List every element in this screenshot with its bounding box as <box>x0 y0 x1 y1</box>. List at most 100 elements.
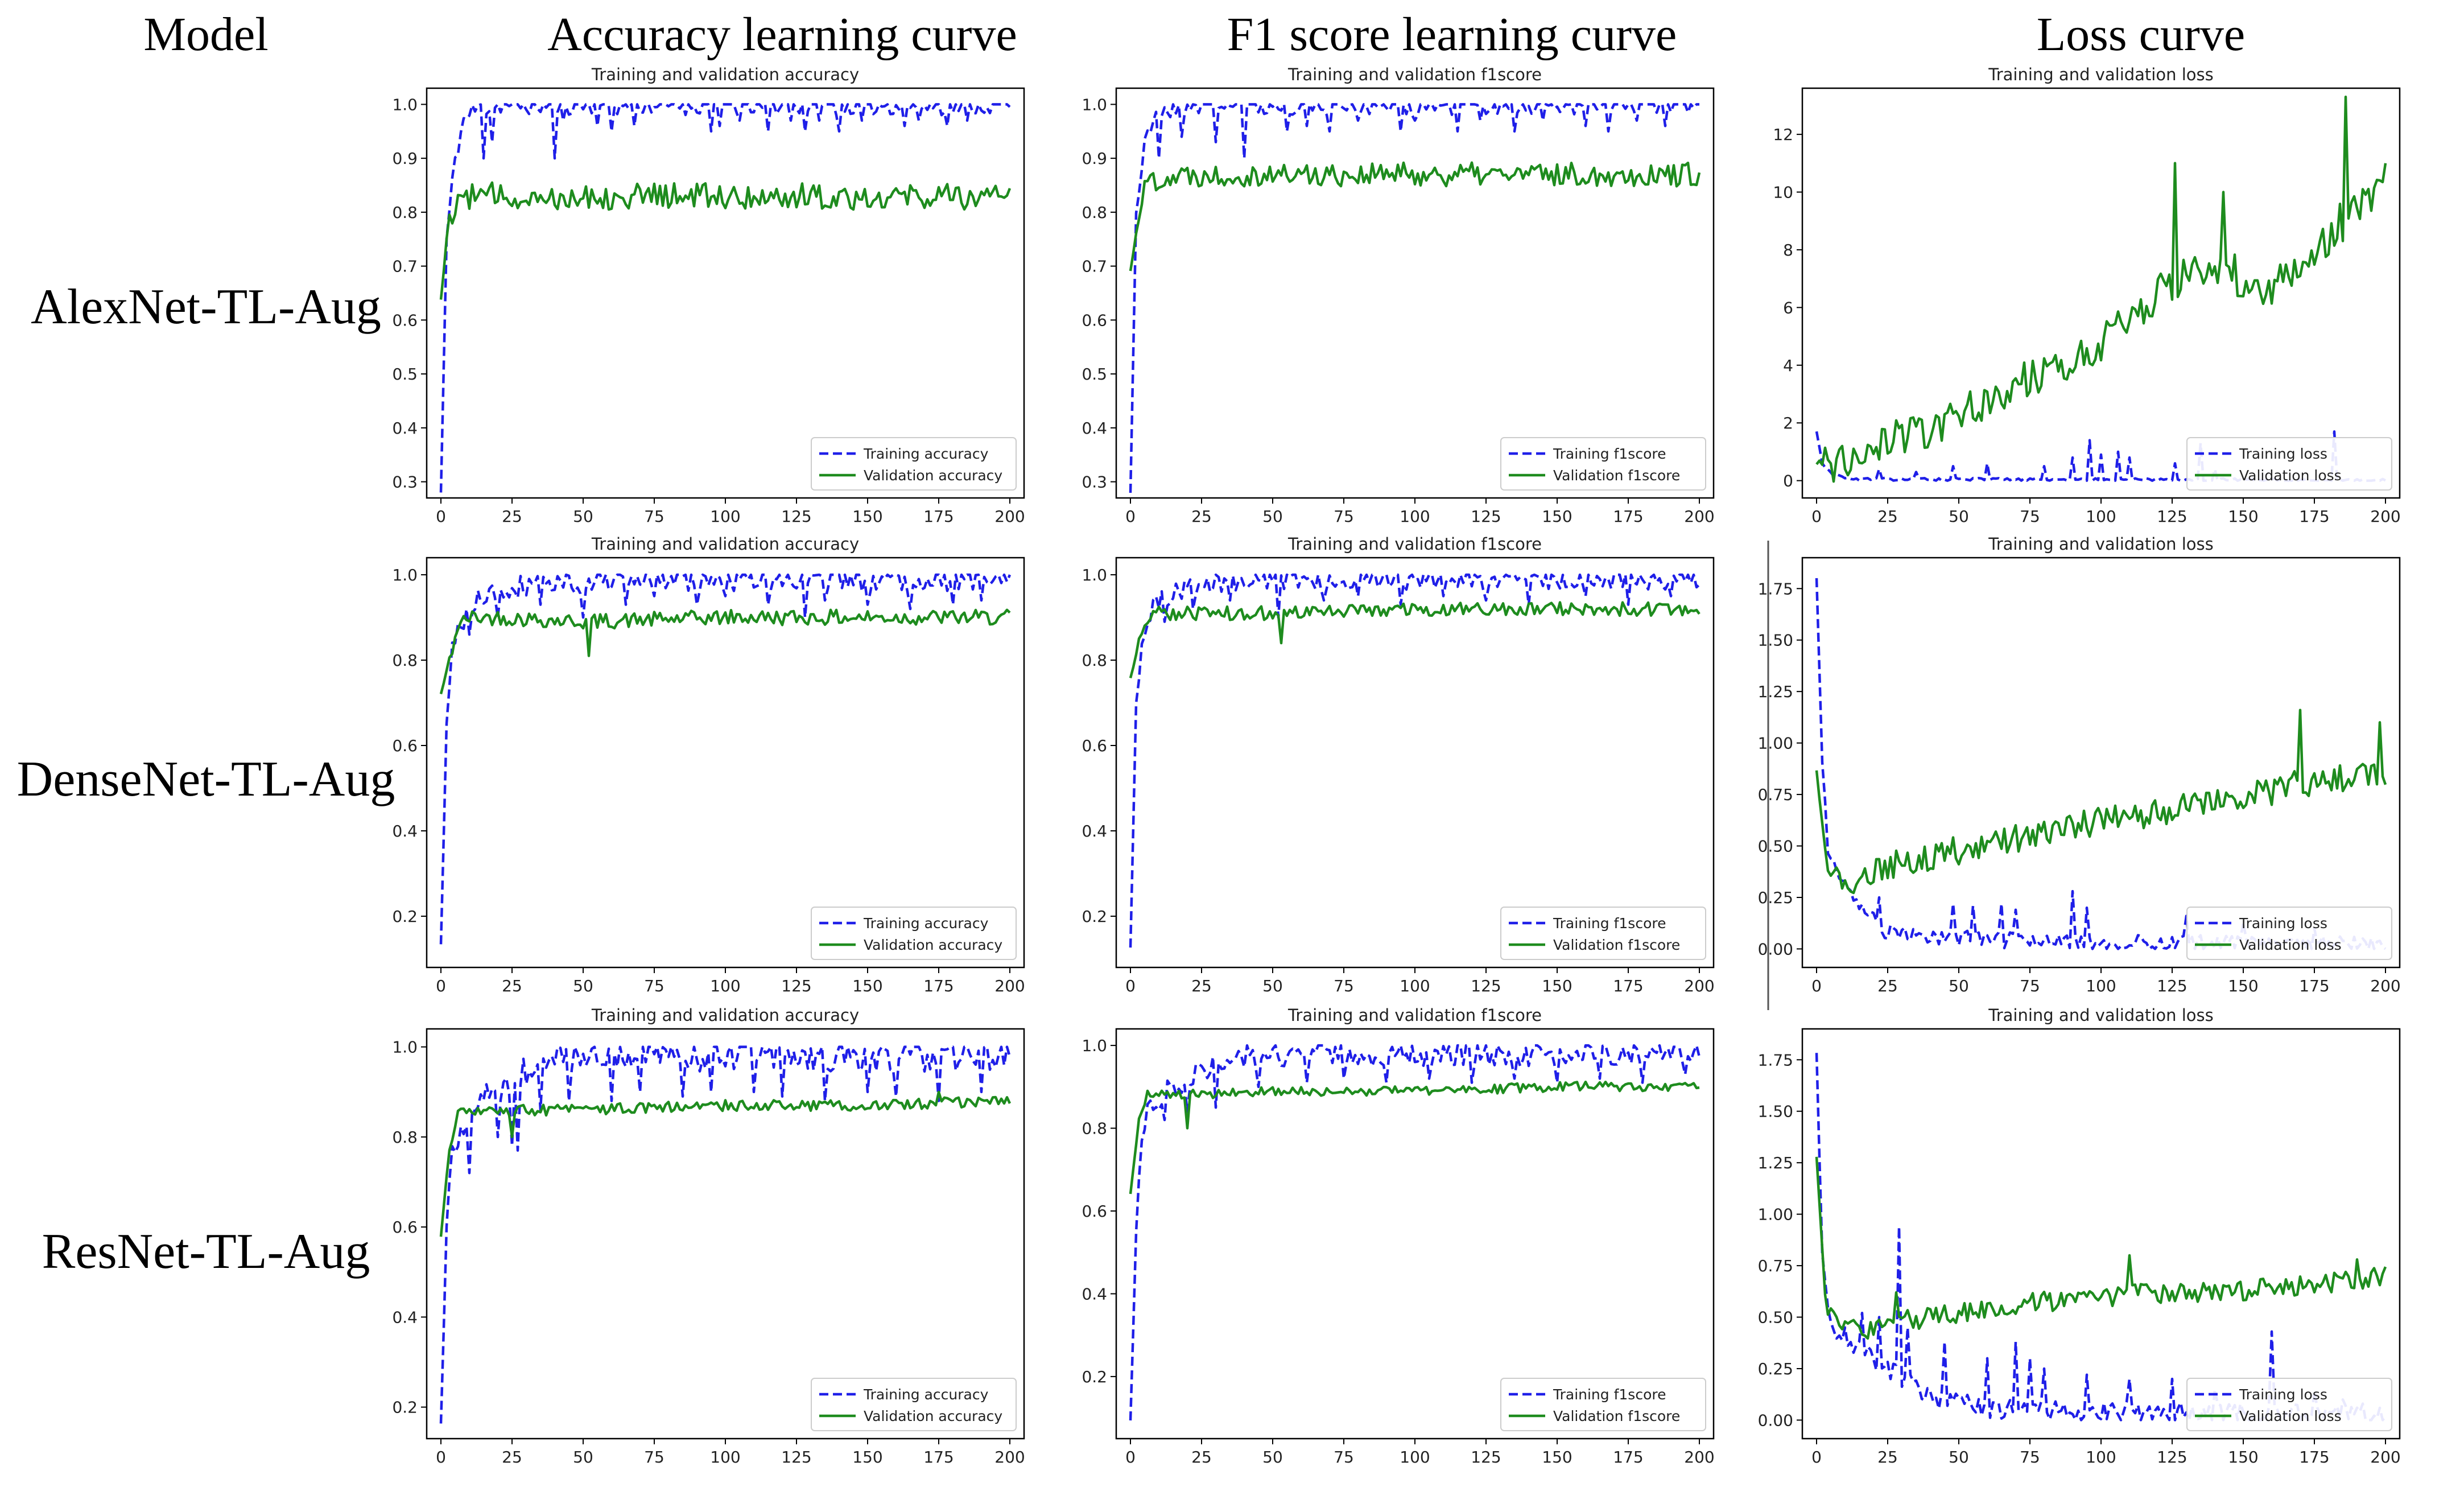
x-tick-label: 75 <box>1334 507 1354 526</box>
plot-frame <box>1801 87 2401 499</box>
plot-frame <box>426 87 1025 499</box>
x-tick-label: 175 <box>2299 507 2329 526</box>
legend-label: Validation loss <box>2239 937 2342 953</box>
legend-label: Validation loss <box>2239 467 2342 484</box>
x-tick-label: 150 <box>1542 1448 1572 1467</box>
chart-title: Training and validation loss <box>1988 534 2213 554</box>
y-tick-label: 0.25 <box>1758 1360 1793 1378</box>
plot-frame <box>1115 557 1715 969</box>
legend-box <box>1500 437 1706 491</box>
y-tick-label: 0.8 <box>392 203 418 222</box>
x-tick-label: 175 <box>923 507 954 526</box>
chart-alexnet-tl-aug-accuracy: Training and validation accuracy 0 25 50 75 1… <box>392 65 1025 526</box>
legend-label: Validation accuracy <box>864 937 1002 953</box>
y-tick-label: 0.25 <box>1758 888 1793 907</box>
x-tick-label: 25 <box>502 507 522 526</box>
legend-label: Validation loss <box>2239 1408 2342 1424</box>
y-tick-label: 0.6 <box>1082 736 1107 755</box>
row-label-alexnet: AlexNet-TL-Aug <box>31 279 381 335</box>
y-tick-label: 1.75 <box>1758 1051 1793 1069</box>
validation-line <box>439 608 1011 695</box>
x-tick-label: 50 <box>1949 1448 1969 1467</box>
y-tick-label: 0.75 <box>1758 785 1793 804</box>
y-tick-label: 0.3 <box>392 473 418 492</box>
x-tick-label: 150 <box>1542 507 1572 526</box>
x-tick-label: 150 <box>2228 507 2258 526</box>
x-tick-label: 200 <box>1684 1448 1714 1467</box>
legend-label: Training accuracy <box>863 1386 989 1403</box>
x-tick-label: 175 <box>1613 1448 1643 1467</box>
x-tick-label: 175 <box>923 977 954 995</box>
row-label-densenet: DenseNet-TL-Aug <box>17 752 395 807</box>
legend-label: Training loss <box>2239 446 2327 462</box>
y-tick-label: 0.4 <box>392 822 418 841</box>
plot-frame <box>1801 557 2401 969</box>
x-tick-label: 100 <box>710 1448 740 1467</box>
x-tick-label: 125 <box>781 1448 811 1467</box>
validation-line <box>1815 95 2387 483</box>
x-tick-label: 25 <box>1191 1448 1212 1467</box>
legend-box <box>2186 1378 2392 1431</box>
legend-label: Training accuracy <box>863 915 989 932</box>
x-tick-label: 25 <box>1877 507 1898 526</box>
y-tick-label: 0.2 <box>1082 907 1107 926</box>
chart-alexnet-tl-aug-f1score: Training and validation f1score 0 25 50 75 10… <box>1082 65 1714 526</box>
x-tick-label: 50 <box>1949 977 1969 995</box>
x-tick-label: 125 <box>781 507 811 526</box>
x-tick-label: 50 <box>573 1448 593 1467</box>
x-tick-label: 200 <box>2370 977 2400 995</box>
legend-label: Training accuracy <box>863 446 989 462</box>
y-tick-label: 1.00 <box>1758 734 1793 753</box>
y-tick-label: 1.0 <box>1082 566 1107 584</box>
x-tick-label: 200 <box>994 1448 1025 1467</box>
x-tick-label: 200 <box>1684 507 1714 526</box>
x-tick-label: 175 <box>2299 1448 2329 1467</box>
x-tick-label: 75 <box>644 1448 665 1467</box>
x-tick-label: 175 <box>1613 507 1643 526</box>
y-tick-label: 0 <box>1783 472 1793 491</box>
x-tick-label: 75 <box>1334 1448 1354 1467</box>
x-tick-label: 0 <box>1811 1448 1822 1467</box>
x-tick-label: 150 <box>2228 977 2258 995</box>
x-tick-label: 50 <box>1262 1448 1283 1467</box>
legend-label: Training f1score <box>1553 1386 1666 1403</box>
training-line <box>439 573 1012 945</box>
legend-box <box>2186 907 2392 960</box>
x-tick-label: 75 <box>2020 507 2040 526</box>
x-tick-label: 75 <box>2020 1448 2040 1467</box>
x-tick-label: 100 <box>2086 1448 2116 1467</box>
x-tick-label: 0 <box>1125 1448 1136 1467</box>
y-tick-label: 0.75 <box>1758 1257 1793 1275</box>
x-tick-label: 50 <box>1262 977 1283 995</box>
x-tick-label: 25 <box>1877 977 1898 995</box>
training-line <box>439 103 1011 493</box>
validation-line <box>1815 1156 2387 1340</box>
y-tick-label: 1.0 <box>1082 95 1107 114</box>
y-tick-label: 2 <box>1783 414 1793 432</box>
x-tick-label: 150 <box>852 507 882 526</box>
x-tick-label: 200 <box>1684 977 1714 995</box>
y-tick-label: 0.9 <box>392 149 418 168</box>
validation-line <box>439 181 1012 300</box>
legend-label: Validation f1score <box>1553 937 1680 953</box>
legend-label: Validation f1score <box>1553 467 1680 484</box>
x-tick-label: 75 <box>644 507 665 526</box>
chart-densenet-tl-aug-loss: Training and validation loss 0 25 50 75 100 12… <box>1758 534 2401 995</box>
row-label-resnet: ResNet-TL-Aug <box>42 1224 370 1279</box>
y-tick-label: 0.7 <box>392 257 418 276</box>
x-tick-label: 125 <box>781 977 811 995</box>
x-tick-label: 100 <box>710 977 740 995</box>
legend-box <box>2186 437 2392 491</box>
validation-line <box>439 1090 1012 1237</box>
y-tick-label: 1.0 <box>392 566 418 584</box>
y-tick-label: 0.50 <box>1758 837 1793 856</box>
y-tick-label: 1.25 <box>1758 1154 1793 1172</box>
y-tick-label: 1.0 <box>1082 1036 1107 1055</box>
y-tick-label: 1.0 <box>392 1038 418 1057</box>
y-tick-label: 0.9 <box>1082 149 1107 168</box>
x-tick-label: 200 <box>994 507 1025 526</box>
x-tick-label: 175 <box>2299 977 2329 995</box>
y-tick-label: 0.50 <box>1758 1308 1793 1327</box>
y-tick-label: 0.6 <box>1082 311 1107 329</box>
legend-box <box>1500 1378 1706 1431</box>
